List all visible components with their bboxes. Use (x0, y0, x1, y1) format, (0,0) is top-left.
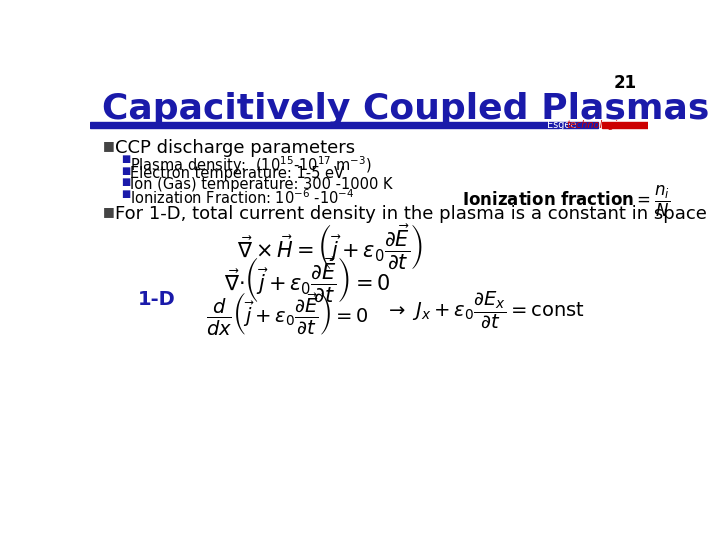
Text: $\mathbf{Ionization\ fraction} = \dfrac{n_i}{N}$: $\mathbf{Ionization\ fraction} = \dfrac{… (462, 184, 670, 219)
Bar (601, 122, 648, 128)
Text: technologies: technologies (567, 120, 629, 130)
Text: $\vec{\nabla} \times \vec{H} = \left(\vec{j} + \epsilon_0 \dfrac{\partial \vec{E: $\vec{\nabla} \times \vec{H} = \left(\ve… (237, 222, 423, 271)
Text: $\dfrac{d}{dx}\left(\vec{j} + \epsilon_0 \dfrac{\partial \vec{E}}{\partial t}\ri: $\dfrac{d}{dx}\left(\vec{j} + \epsilon_0… (206, 289, 369, 336)
Text: Esgee: Esgee (547, 120, 580, 130)
Text: 21: 21 (614, 74, 637, 92)
Text: Capacitively Coupled Plasmas (CCP) (2/3): Capacitively Coupled Plasmas (CCP) (2/3) (102, 92, 720, 126)
Text: ■: ■ (121, 154, 130, 164)
Text: CCP discharge parameters: CCP discharge parameters (114, 139, 355, 157)
Bar (90, 122, 598, 128)
Text: Electron temperature: 1-5 eV: Electron temperature: 1-5 eV (130, 166, 344, 181)
Text: Plasma density:  $(10^{15}$-$10^{17}\ \mathrm{m}^{-3})$: Plasma density: $(10^{15}$-$10^{17}\ \ma… (130, 154, 372, 176)
Text: Ion (Gas) temperature: 300 -1000 K: Ion (Gas) temperature: 300 -1000 K (130, 177, 393, 192)
Text: ■: ■ (121, 177, 130, 187)
Text: $\rightarrow\ J_x + \epsilon_0 \dfrac{\partial E_x}{\partial t} = \mathrm{const}: $\rightarrow\ J_x + \epsilon_0 \dfrac{\p… (385, 289, 585, 330)
Text: ■: ■ (121, 166, 130, 176)
Text: $\vec{\nabla}{\cdot}\left(\vec{j} + \epsilon_0 \dfrac{\partial \vec{E}}{\partial: $\vec{\nabla}{\cdot}\left(\vec{j} + \eps… (224, 255, 390, 303)
Text: 1-D: 1-D (138, 289, 176, 309)
Text: ■: ■ (121, 189, 130, 199)
Text: ■: ■ (102, 139, 114, 152)
Text: ■: ■ (102, 205, 114, 218)
Text: Ionization Fraction: $10^{-6}$ -$10^{-4}$: Ionization Fraction: $10^{-6}$ -$10^{-4}… (130, 189, 355, 207)
Text: For 1-D, total current density in the plasma is a constant in space: For 1-D, total current density in the pl… (114, 205, 706, 223)
